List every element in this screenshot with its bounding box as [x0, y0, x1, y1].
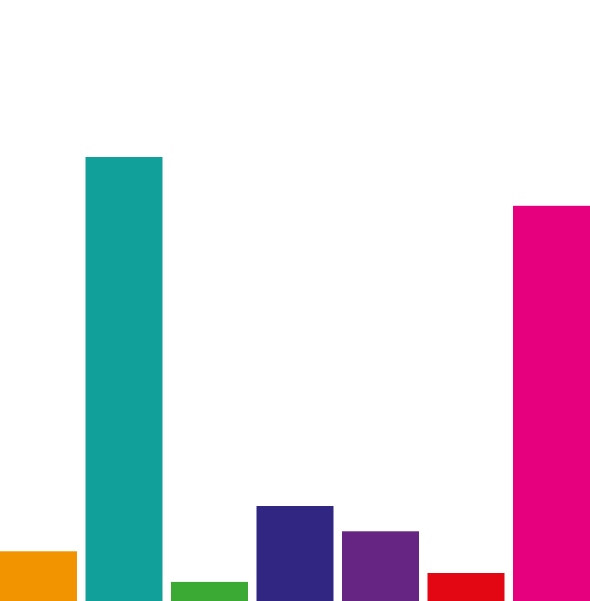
- bar-4: [256, 506, 334, 601]
- bar-6: [427, 573, 505, 601]
- bars-group: [0, 157, 590, 601]
- bar-2: [85, 157, 163, 601]
- bar-3: [171, 581, 248, 601]
- bar-1: [0, 551, 77, 601]
- bar-7: [513, 205, 590, 601]
- bar-5: [342, 531, 419, 601]
